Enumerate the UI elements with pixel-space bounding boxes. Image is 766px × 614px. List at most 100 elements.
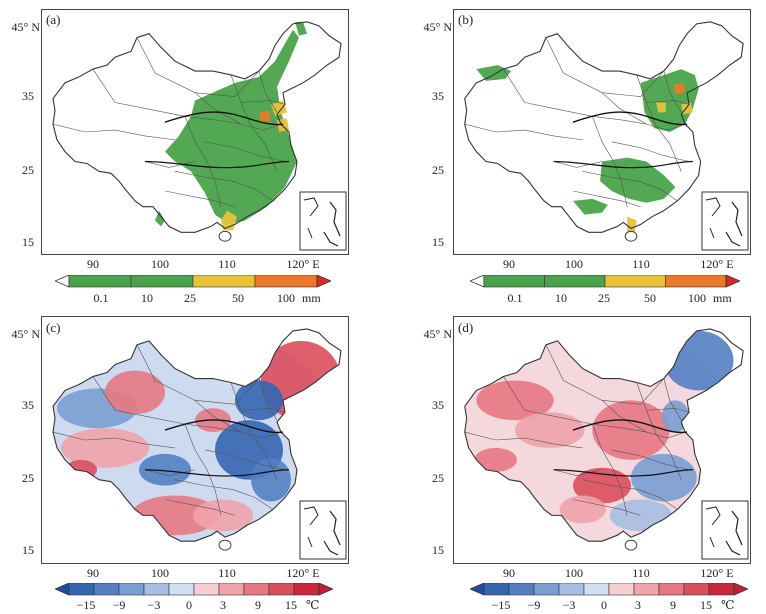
china-outline (465, 22, 743, 241)
lon-label: 110 (632, 257, 650, 271)
lat-label: 35 (432, 398, 444, 412)
lon-label: 110 (218, 257, 236, 271)
map-c (42, 317, 347, 560)
colorbar-segment (708, 583, 735, 596)
temp-tick: −9 (112, 598, 126, 612)
precip-field-b (476, 65, 699, 233)
map-d (454, 317, 749, 560)
lat-label: 45° N (423, 327, 452, 341)
temp-unit: ℃ (306, 598, 320, 612)
precip-field-a (155, 21, 307, 231)
lon-label: 90 (87, 566, 99, 580)
temp-tick: 3 (635, 598, 641, 612)
precip-tick: 0.1 (507, 291, 523, 305)
map-frame-a (41, 9, 349, 255)
colorbar-segment (68, 275, 132, 288)
colorbar-segment (130, 275, 194, 288)
lat-label: 45° N (11, 20, 40, 34)
lon-label: 100 (151, 257, 169, 271)
lon-label: 110 (218, 566, 236, 580)
temp-colorbar-c (55, 583, 333, 596)
colorbar-segment (218, 583, 245, 596)
temp-tick: −9 (527, 598, 541, 612)
precip-colorbar-b (470, 275, 740, 288)
colorbar-segment (583, 583, 610, 596)
lat-label: 15 (432, 235, 444, 249)
colorbar-segment (665, 275, 727, 288)
colorbar-segment (633, 583, 660, 596)
colorbar-segment (193, 583, 220, 596)
south-china-sea-inset (701, 191, 749, 251)
colorbar-left-arrow (55, 583, 70, 596)
colorbar-segment (68, 583, 95, 596)
colorbar-segment (168, 583, 195, 596)
lon-label: 120° E (286, 566, 320, 580)
precip-tick: 25 (184, 291, 196, 305)
colorbar-segment (604, 275, 666, 288)
colorbar-segment (608, 583, 635, 596)
precip-tick: 100 (688, 291, 706, 305)
lat-label: 25 (432, 471, 444, 485)
lon-label: 90 (87, 257, 99, 271)
map-frame-b (453, 9, 751, 255)
precip-unit: mm (302, 291, 321, 305)
precip-tick: 0.1 (93, 291, 109, 305)
colorbar-left-arrow (470, 583, 485, 596)
lon-label: 90 (503, 257, 515, 271)
colorbar-segment (544, 275, 606, 288)
temp-tick: −3 (147, 598, 161, 612)
map-frame-c (41, 316, 349, 564)
colorbar-left-arrow (55, 275, 70, 288)
colorbar-segment (293, 583, 320, 596)
colorbar-segment (558, 583, 585, 596)
temp-tick: −15 (76, 598, 96, 612)
precip-tick: 25 (598, 291, 610, 305)
lon-label: 120° E (700, 257, 734, 271)
temp-colorbar-d (470, 583, 748, 596)
temp-tick: 0 (601, 598, 607, 612)
temp-tick: 0 (186, 598, 192, 612)
temp-tick: −15 (491, 598, 511, 612)
colorbar-segment (143, 583, 170, 596)
china-outline (465, 329, 743, 550)
colorbar-segment (683, 583, 710, 596)
precip-tick: 50 (644, 291, 656, 305)
lat-label: 35 (22, 89, 34, 103)
lat-label: 15 (432, 543, 444, 557)
south-china-sea-inset (299, 500, 347, 560)
panel-label-c: (c) (46, 320, 61, 335)
lon-label: 100 (151, 566, 169, 580)
colorbar-segment (483, 583, 510, 596)
temp-tick: 9 (255, 598, 261, 612)
lon-label: 90 (503, 566, 515, 580)
lon-label: 100 (565, 566, 583, 580)
lat-label: 35 (432, 89, 444, 103)
temp-tick: 9 (670, 598, 676, 612)
panel-label-a: (a) (46, 12, 61, 27)
lat-label: 15 (22, 235, 34, 249)
colorbar-segment (93, 583, 120, 596)
map-a (42, 10, 347, 251)
china-outline (53, 22, 341, 241)
precip-colorbar-a (55, 275, 331, 288)
colorbar-left-arrow (470, 275, 485, 288)
temp-tick: 15 (285, 598, 297, 612)
lat-label: 15 (22, 543, 34, 557)
temp-tick: 3 (220, 598, 226, 612)
colorbar-segment (533, 583, 560, 596)
temp-tick: 15 (700, 598, 712, 612)
colorbar-segment (118, 583, 145, 596)
colorbar-segment (243, 583, 270, 596)
colorbar-segment (658, 583, 685, 596)
colorbar-segment (508, 583, 535, 596)
precip-tick: 50 (232, 291, 244, 305)
lon-label: 120° E (286, 257, 320, 271)
lat-label: 25 (22, 471, 34, 485)
precip-tick: 10 (555, 291, 567, 305)
colorbar-segment (192, 275, 256, 288)
south-china-sea-inset (701, 500, 749, 560)
lat-label: 25 (22, 163, 34, 177)
panel-label-d: (d) (458, 320, 474, 335)
lon-label: 110 (632, 566, 650, 580)
colorbar-right-arrow (725, 275, 740, 288)
